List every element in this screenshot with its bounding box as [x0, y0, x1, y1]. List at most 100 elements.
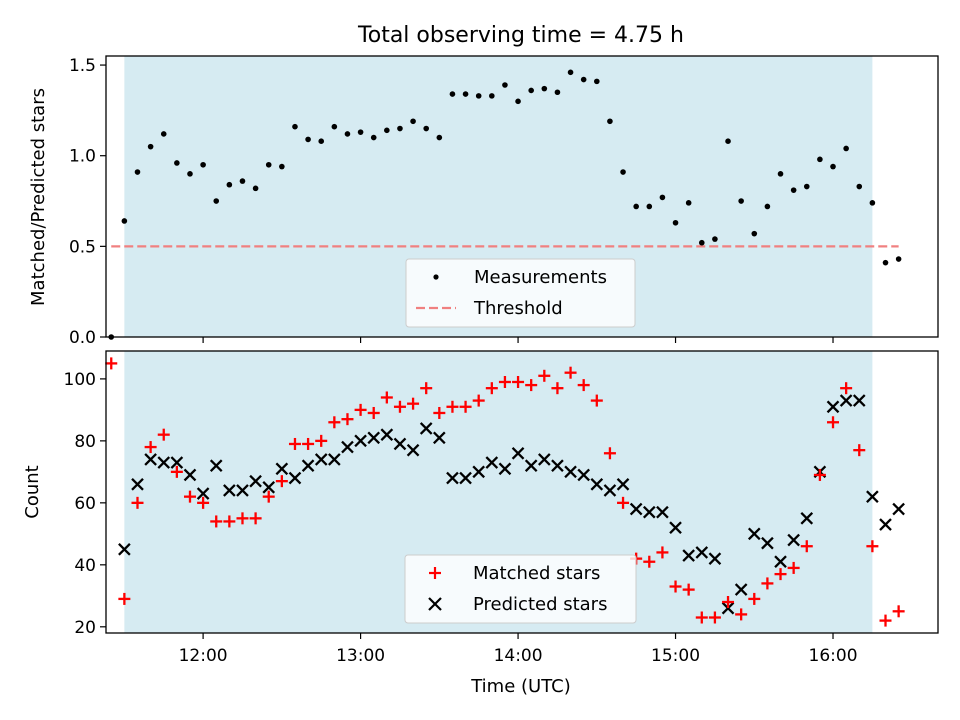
bottom-legend: Matched stars Predicted stars	[404, 554, 637, 624]
measurement-point	[489, 93, 495, 99]
matched-star-point	[748, 592, 761, 605]
measurement-point	[725, 138, 731, 145]
matched-star-point	[197, 496, 210, 509]
predicted-star-point	[892, 502, 905, 516]
matched-star-point	[735, 608, 748, 621]
predicted-star-point	[393, 437, 407, 451]
predicted-star-point	[367, 431, 381, 445]
matched-star-point	[525, 379, 538, 392]
matched-star-point	[879, 614, 892, 627]
predicted-star-point	[524, 459, 538, 472]
measurement-point	[607, 118, 613, 125]
predicted-star-point	[629, 502, 643, 516]
measurement-point	[357, 129, 364, 135]
measurement-point	[200, 161, 206, 168]
measurement-point	[187, 171, 193, 177]
matched-star-point	[577, 379, 590, 392]
measurement-point	[502, 82, 508, 88]
matched-star-point	[722, 596, 735, 609]
measurement-point	[279, 163, 285, 170]
measurement-point	[370, 134, 377, 141]
measurement-point	[121, 218, 128, 224]
top-y-tick-label: 1.5	[69, 56, 96, 76]
measurement-point	[567, 69, 574, 76]
matched-star-point	[288, 437, 301, 450]
bottom-x-ticks: 12:00 13:00 14:00 15:00 16:00	[179, 633, 858, 666]
matched-star-point	[800, 540, 813, 553]
measurement-point	[580, 76, 587, 83]
bottom-y-tick-label: 60	[74, 494, 96, 514]
matched-star-point	[183, 490, 196, 503]
matched-star-point	[275, 475, 288, 488]
predicted-star-point	[747, 527, 761, 541]
matched-star-point	[459, 400, 472, 413]
matched-star-point	[118, 592, 131, 605]
measurements-legend-marker	[433, 274, 439, 280]
matched-star-point	[328, 416, 341, 429]
predicted-star-point	[603, 484, 617, 497]
predicted-star-point	[708, 552, 722, 565]
top-legend-box	[405, 258, 636, 328]
top-y-tick-label: 0.0	[69, 328, 96, 348]
measurement-point	[449, 91, 456, 97]
predicted-star-point	[170, 456, 184, 469]
measurement-point	[134, 169, 141, 175]
matched-star-point	[512, 375, 525, 388]
predicted-star-point	[328, 453, 341, 466]
predicted-star-point	[249, 474, 262, 488]
predicted-star-point	[485, 456, 499, 469]
measurement-point	[659, 194, 666, 201]
matched-star-point	[538, 369, 551, 382]
predicted-star-point	[236, 484, 249, 497]
measurement-point	[528, 87, 534, 94]
measurement-point	[292, 123, 298, 130]
predicted-star-point	[472, 465, 486, 479]
predicted-star-point	[761, 536, 774, 550]
measurement-point	[436, 134, 443, 141]
measurement-point	[685, 200, 692, 206]
predicted-star-point	[131, 477, 144, 491]
matched-star-point	[669, 580, 682, 593]
predicted-star-point	[826, 400, 840, 414]
predicted-star-point	[511, 446, 525, 460]
measurement-point	[462, 91, 469, 97]
predicted-star-point	[223, 484, 236, 497]
measurement-points	[108, 69, 902, 340]
matched-star-point	[787, 561, 800, 574]
measurement-point	[803, 183, 810, 190]
matched-star-point	[315, 434, 328, 447]
matched-star-point	[407, 397, 420, 410]
measurement-point	[252, 185, 259, 192]
matched-star-point	[249, 512, 262, 525]
predicted-star-point	[656, 505, 669, 519]
measurement-point	[397, 125, 403, 132]
measurement-point	[856, 183, 863, 190]
matched-stars-legend-marker	[429, 567, 441, 579]
predicted-star-point	[866, 490, 879, 503]
measurement-point	[554, 89, 561, 96]
matched-star-point	[892, 605, 905, 618]
x-tick-label: 13:00	[336, 646, 385, 666]
matched-star-point	[761, 577, 774, 590]
matched-star-point	[643, 555, 656, 568]
x-tick-label: 14:00	[494, 646, 543, 666]
bottom-legend-box	[404, 554, 637, 624]
predicted-star-point	[196, 487, 210, 500]
predicted-star-point	[275, 462, 289, 476]
predicted-stars-legend-label: Predicted stars	[473, 594, 607, 615]
bottom-y-tick-label: 100	[64, 370, 96, 390]
measurement-point	[817, 156, 823, 163]
matched-star-point	[590, 394, 603, 407]
predicted-star-point	[852, 394, 866, 407]
matched-star-point	[262, 490, 275, 503]
matched-star-point	[564, 366, 577, 379]
predicted-star-point	[341, 440, 354, 454]
predicted-star-point	[118, 543, 131, 556]
top-y-ticks: 0.0 0.5 1.0 1.5	[69, 56, 106, 348]
predicted-star-point	[787, 533, 800, 547]
predicted-star-point	[577, 468, 590, 482]
matched-star-point	[157, 428, 170, 441]
measurement-point	[541, 85, 548, 92]
predicted-star-point	[616, 477, 630, 491]
